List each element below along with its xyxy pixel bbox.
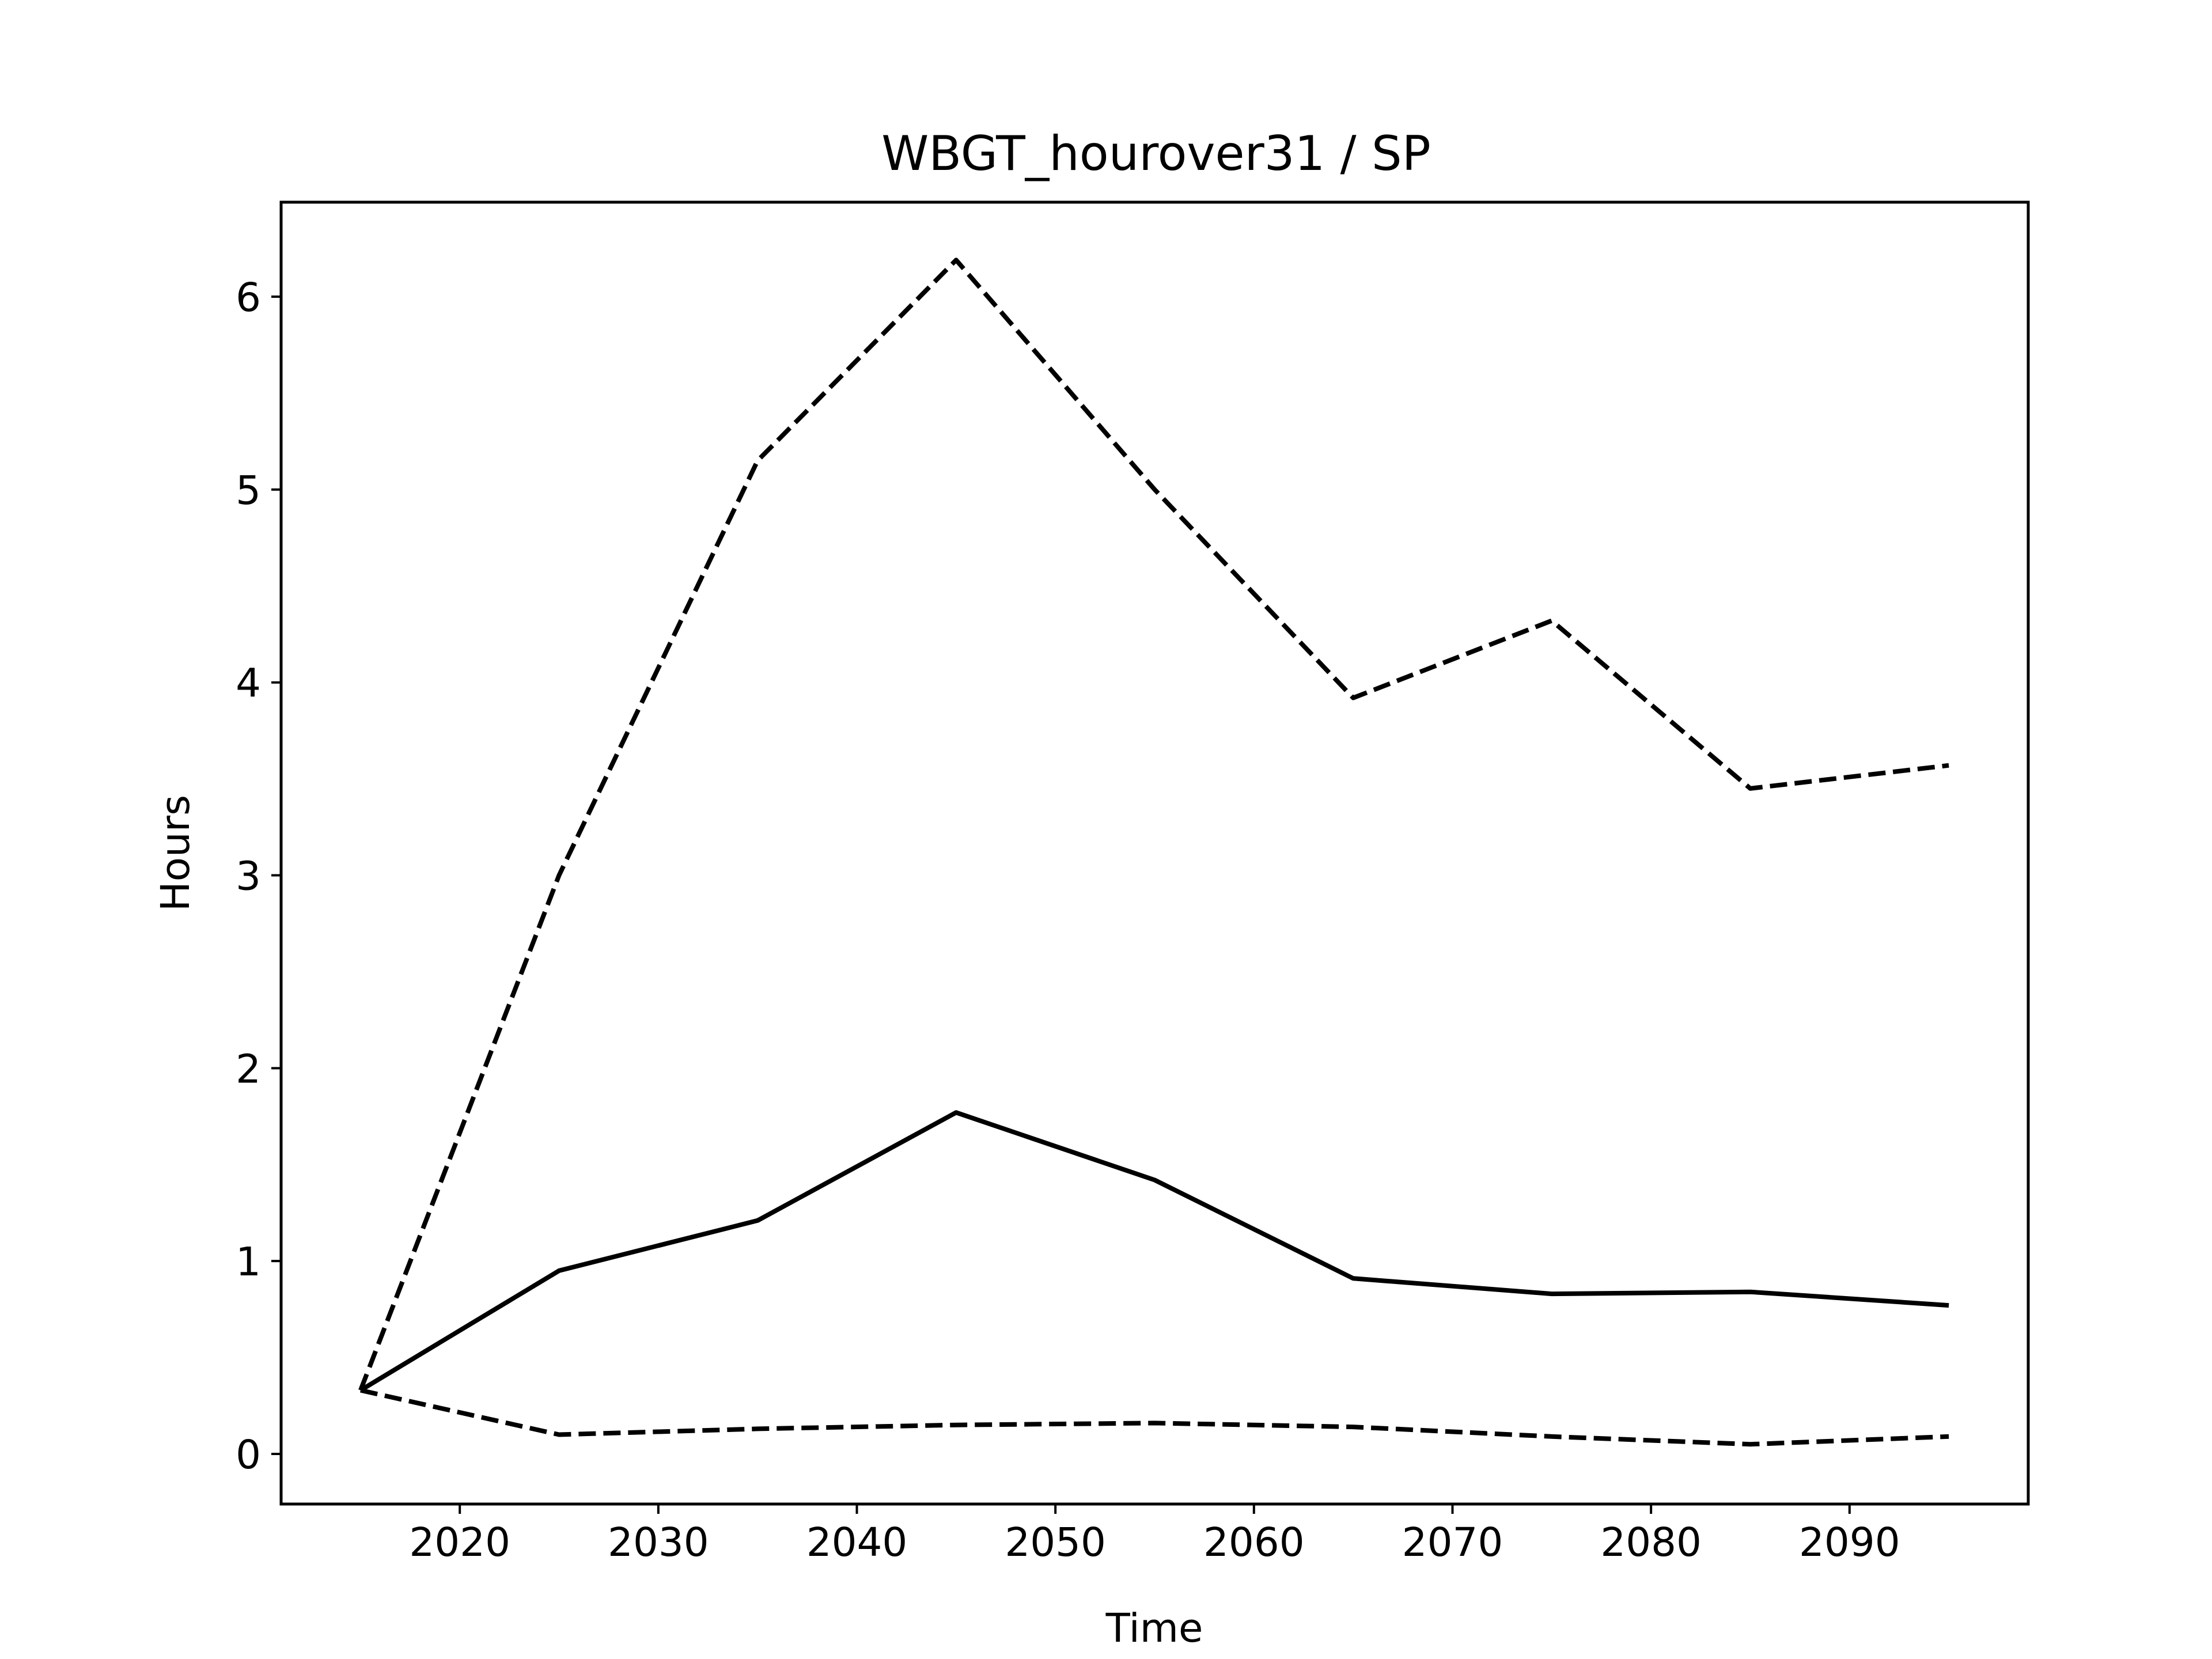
y-tick-label: 6: [236, 275, 261, 321]
x-tick-label: 2040: [806, 1520, 908, 1566]
y-tick-label: 3: [236, 854, 261, 900]
y-tick-label: 5: [236, 468, 261, 514]
y-axis-label: Hours: [153, 795, 199, 911]
y-tick-label: 4: [236, 661, 261, 707]
x-tick-label: 2020: [409, 1520, 510, 1566]
series-line-2: [359, 1110, 1949, 1392]
y-axis-ticks: 0 1 2 3 4 5 6: [236, 275, 281, 1478]
x-tick-label: 2090: [1799, 1520, 1900, 1566]
x-tick-label: 2080: [1600, 1520, 1702, 1566]
series-line-3: [360, 1388, 1949, 1447]
plot-frame: [279, 200, 2030, 1506]
x-axis-label: Time: [1105, 1605, 1203, 1652]
series-line-1: [358, 257, 1949, 1391]
x-tick-label: 2050: [1005, 1520, 1106, 1566]
series-layer: [358, 257, 1949, 1447]
y-tick-label: 2: [236, 1046, 261, 1092]
x-tick-label: 2030: [608, 1520, 709, 1566]
chart-title: WBGT_hourover31 / SP: [881, 126, 1431, 181]
x-tick-label: 2070: [1402, 1520, 1503, 1566]
x-axis-ticks: 2020 2030 2040 2050 2060 2070 2080 2090: [409, 1504, 1900, 1566]
y-tick-label: 1: [236, 1239, 261, 1285]
x-tick-label: 2060: [1203, 1520, 1305, 1566]
y-tick-label: 0: [236, 1432, 261, 1478]
